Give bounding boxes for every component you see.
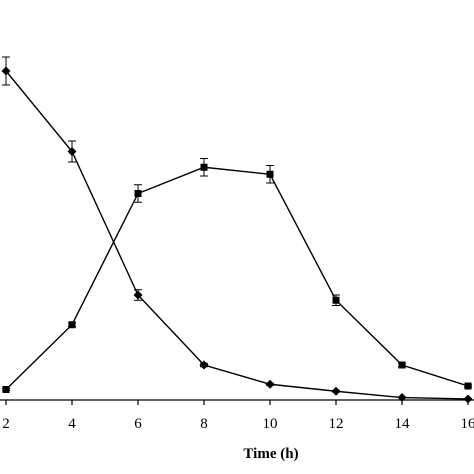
series-line [5, 70, 469, 400]
x-tick-label: 6 [134, 416, 142, 432]
x-tick-label: 8 [200, 416, 208, 432]
x-axis-title: Time (h) [243, 446, 298, 462]
square-marker [134, 190, 142, 197]
diamond-marker [265, 379, 275, 389]
diamond-marker [133, 290, 143, 300]
series-square [2, 158, 472, 393]
diamond-marker [463, 394, 473, 404]
x-tick-label: 4 [68, 416, 76, 432]
x-tick-label: 2 [2, 416, 10, 432]
square-marker [200, 163, 208, 171]
x-tick-label: 10 [263, 416, 278, 432]
diamond-marker [67, 147, 77, 156]
x-axis: 2 4 6 8 10 12 14 16 [0, 399, 474, 432]
x-tick-label: 14 [395, 416, 411, 432]
square-marker [2, 386, 10, 393]
series-line [5, 166, 469, 390]
square-marker [398, 361, 406, 369]
diamond-marker [199, 360, 209, 370]
square-marker [464, 382, 472, 390]
square-marker [68, 321, 76, 329]
series-diamond [1, 56, 473, 404]
square-marker [332, 296, 340, 304]
square-marker [266, 170, 274, 178]
x-tick-label: 12 [329, 416, 344, 432]
chart-marks [1, 56, 473, 404]
diamond-marker [1, 66, 11, 76]
x-tick-label: 16 [461, 416, 474, 432]
diamond-marker [331, 386, 341, 396]
